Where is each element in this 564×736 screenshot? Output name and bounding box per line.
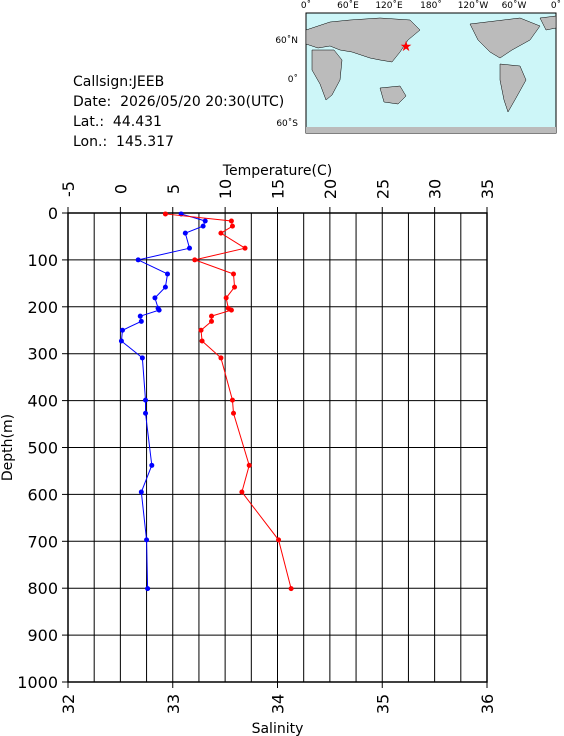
profile-point: [139, 355, 145, 361]
profile-point: [138, 318, 144, 324]
profile-point: [138, 489, 144, 495]
profile-point: [182, 230, 188, 236]
y-tick-label: 1000: [17, 673, 58, 692]
profile-point: [232, 284, 238, 290]
profile-point: [209, 313, 215, 319]
profile-point: [209, 318, 215, 324]
y-tick-label: 800: [27, 579, 58, 598]
x2-tick-label: 15: [269, 179, 288, 199]
profile-point: [149, 462, 155, 468]
map-lon-label: 60˚W: [502, 0, 527, 11]
profile-point: [228, 307, 234, 313]
profile-point: [218, 230, 224, 236]
info-line: Lat.: 44.431: [73, 114, 162, 130]
profile-point: [276, 537, 282, 543]
profile-point: [144, 537, 150, 543]
map-lon-label: 0˚: [301, 0, 311, 11]
profile-point: [199, 338, 205, 344]
x2-tick-label: 5: [164, 184, 183, 194]
x-axis-title: Salinity: [252, 721, 304, 736]
profile-point: [162, 284, 168, 290]
profile-point: [288, 586, 294, 592]
x2-tick-label: -5: [59, 181, 78, 197]
y-tick-label: 200: [27, 298, 58, 317]
map-south-america: [499, 63, 527, 113]
map-africa: [311, 49, 343, 101]
profile-point: [228, 218, 234, 224]
profile-point: [202, 218, 208, 224]
profile-point: [229, 397, 235, 403]
profile-point: [246, 462, 252, 468]
profile-point: [145, 586, 151, 592]
map-lon-label: 120˚W: [458, 0, 489, 11]
info-line: Lon.: 145.317: [73, 134, 174, 150]
profile-point: [135, 257, 141, 263]
x-tick-label: 34: [269, 694, 288, 714]
profile-point: [187, 245, 193, 251]
map-eurasia: [305, 17, 421, 63]
profile-point: [200, 223, 206, 229]
profile-point: [192, 257, 198, 263]
x-tick-label: 32: [59, 694, 78, 714]
profile-line: [165, 213, 292, 589]
info-line: Date: 2026/05/20 20:30(UTC): [73, 94, 284, 110]
profile-point: [218, 355, 224, 361]
map-lon-label: 0˚: [551, 0, 561, 11]
y-tick-label: 500: [27, 439, 58, 458]
x2-tick-label: 10: [216, 179, 235, 199]
map-lon-label: 60˚E: [337, 0, 359, 11]
profile-point: [239, 489, 245, 495]
profile-point: [152, 295, 158, 301]
x-tick-label: 33: [164, 694, 183, 714]
x2-tick-label: 25: [373, 179, 392, 199]
world-map: ★: [305, 12, 557, 134]
map-antarctica: [306, 127, 556, 133]
profile-point: [242, 245, 248, 251]
map-lon-label: 120˚E: [375, 0, 403, 11]
profile-point: [231, 410, 237, 416]
station-marker: ★: [400, 39, 413, 55]
map-north-america: [469, 17, 541, 59]
info-line: Callsign:JEEB: [73, 74, 164, 90]
profile-line: [120, 213, 206, 589]
y-tick-label: 100: [27, 251, 58, 270]
x2-tick-label: 20: [321, 179, 340, 199]
map-lat-label: 60˚N: [275, 35, 298, 46]
y-axis-title: Depth(m): [0, 414, 16, 481]
x-tick-label: 35: [373, 694, 392, 714]
map-lon-label: 180˚: [420, 0, 442, 11]
y-tick-label: 700: [27, 532, 58, 551]
profile-point: [231, 271, 237, 277]
x2-axis-title: Temperature(C): [222, 163, 332, 179]
profile-point: [223, 295, 229, 301]
x2-tick-label: 30: [426, 179, 445, 199]
y-tick-label: 300: [27, 345, 58, 364]
profile-point: [165, 271, 171, 277]
y-tick-label: 600: [27, 485, 58, 504]
profile-point: [156, 307, 162, 313]
map-lat-label: 60˚S: [276, 118, 298, 129]
map-lat-label: 0˚: [288, 74, 298, 85]
profile-point: [198, 327, 204, 333]
y-tick-label: 900: [27, 626, 58, 645]
profile-point: [119, 327, 125, 333]
x2-tick-label: 0: [111, 184, 130, 194]
map-australia: [379, 85, 407, 105]
profile-point: [229, 223, 235, 229]
profile-point: [143, 397, 149, 403]
y-tick-label: 400: [27, 392, 58, 411]
x-tick-label: 36: [478, 694, 497, 714]
map-greenland: [539, 15, 557, 31]
y-tick-label: 0: [48, 204, 58, 223]
profile-point: [143, 410, 149, 416]
profile-point: [118, 338, 124, 344]
x2-tick-label: 35: [478, 179, 497, 199]
profile-point: [137, 313, 143, 319]
profile-point: [162, 211, 168, 217]
